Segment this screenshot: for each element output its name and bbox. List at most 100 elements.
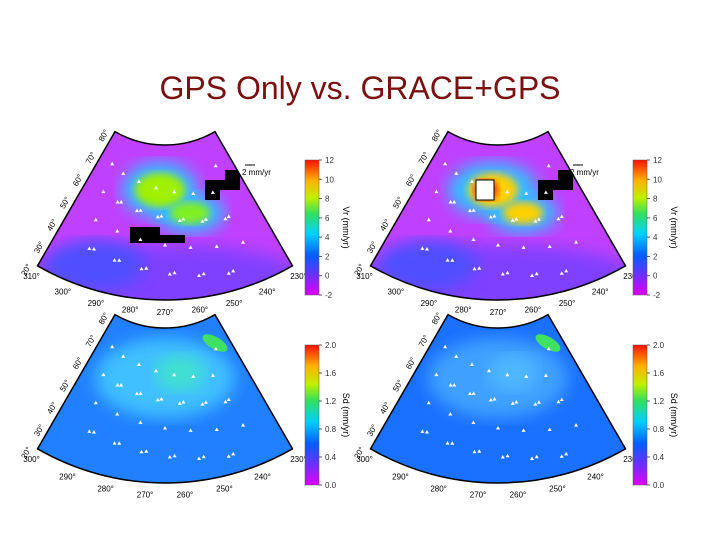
latitude-label: 60° (71, 356, 85, 371)
gps-site (191, 191, 196, 195)
scale-label: 2 mm/yr (242, 168, 271, 177)
gps-site (521, 428, 526, 432)
colorbar-tick-label: 1.6 (653, 369, 665, 378)
longitude-label: 230° (623, 272, 640, 281)
longitude-label: 260° (525, 306, 542, 315)
map-panel: 80°70°60°50°40°30°20° 230°240°250°260°270… (352, 128, 679, 317)
gps-site (197, 273, 202, 278)
gps-site (167, 271, 172, 276)
longitude-label: 300° (23, 455, 40, 464)
gps-site (536, 217, 541, 221)
gps-site (115, 200, 120, 204)
gps-site (500, 454, 505, 459)
gps-site (154, 185, 159, 190)
gps-site (112, 258, 117, 262)
gps-site (574, 423, 579, 427)
latitude-label: 30° (365, 423, 379, 438)
gps-site (536, 400, 541, 404)
colorbar-tick-label: 1.2 (325, 397, 337, 406)
gps-site (521, 245, 526, 249)
colorbar-tick-label: 10 (653, 175, 662, 184)
longitude-label: 280° (455, 306, 472, 315)
field-blob (488, 355, 538, 391)
colorbar-tick-label: 2.0 (325, 341, 337, 350)
longitude-label: 280° (97, 484, 114, 493)
field-edge (535, 334, 561, 352)
latitude-label: 80° (430, 311, 444, 326)
latitude-label: 80° (430, 128, 444, 143)
field-blob (155, 355, 205, 391)
field-low (378, 240, 478, 290)
gps-site (214, 427, 219, 431)
gps-site (496, 426, 500, 430)
gps-site (139, 266, 144, 271)
colorbar-tick-label: 4 (653, 233, 658, 242)
gps-site (533, 402, 538, 406)
gps-site (559, 271, 564, 275)
gps-site (505, 372, 510, 377)
gps-site (172, 453, 177, 458)
gps-site (543, 190, 548, 194)
map-field (370, 131, 626, 300)
gps-site (138, 237, 143, 241)
gps-site (223, 216, 228, 221)
map-field (37, 314, 293, 483)
latitude-label: 30° (32, 240, 46, 255)
latitude-label: 40° (378, 401, 392, 416)
gps-site (492, 213, 497, 218)
gps-site (172, 189, 177, 194)
gps-site (226, 271, 231, 275)
gps-site (487, 185, 492, 190)
latitude-label: 40° (45, 401, 59, 416)
gps-site (200, 219, 205, 223)
colorbar-tick-label: 0.0 (653, 481, 665, 490)
gps-site (188, 245, 193, 249)
gps-site (159, 396, 164, 401)
colorbar-tick-label: 8 (653, 195, 658, 204)
field-low (45, 240, 145, 290)
colorbar-tick-label: 4 (325, 233, 330, 242)
gps-site (510, 218, 515, 222)
gps-site (91, 429, 96, 434)
gps-site (87, 246, 92, 250)
gps-site (201, 454, 206, 459)
gps-site (534, 454, 539, 459)
colorbar (304, 159, 320, 296)
map-frame (369, 130, 627, 301)
gps-site (115, 411, 120, 416)
gps-site (110, 344, 115, 349)
field-saturated (475, 179, 495, 201)
latitude-label: 50° (391, 378, 405, 393)
colorbar-tick-label: 6 (653, 214, 658, 223)
longitude-label: 240° (254, 473, 271, 482)
gps-site (163, 426, 167, 430)
gps-site (472, 266, 477, 271)
gps-site (546, 346, 551, 351)
gps-site (136, 362, 141, 367)
gps-site (210, 190, 215, 194)
gps-site (469, 362, 474, 367)
gps-site (191, 374, 196, 378)
gps-site (514, 217, 519, 221)
colorbar-tick-label: 2 (653, 252, 658, 261)
gps-site (138, 391, 143, 395)
gps-site (505, 453, 510, 458)
gps-site (488, 397, 493, 402)
gps-site (471, 391, 476, 395)
scale-label: 2 mm/yr (570, 168, 599, 177)
colorbar-label: Sd (mm/yr) (341, 393, 351, 438)
gps-site (492, 396, 497, 401)
gps-site (226, 397, 231, 402)
longitude-label: 250° (216, 484, 233, 493)
gps-site (452, 199, 457, 204)
gps-site (138, 420, 143, 424)
longitude-label: 280° (430, 484, 447, 493)
gps-site (445, 258, 450, 262)
gps-site (121, 354, 126, 358)
longitude-label: 240° (587, 473, 604, 482)
longitude-label: 250° (226, 299, 243, 308)
gps-site (467, 208, 472, 213)
gps-site (543, 373, 548, 377)
gps-site (434, 372, 439, 377)
